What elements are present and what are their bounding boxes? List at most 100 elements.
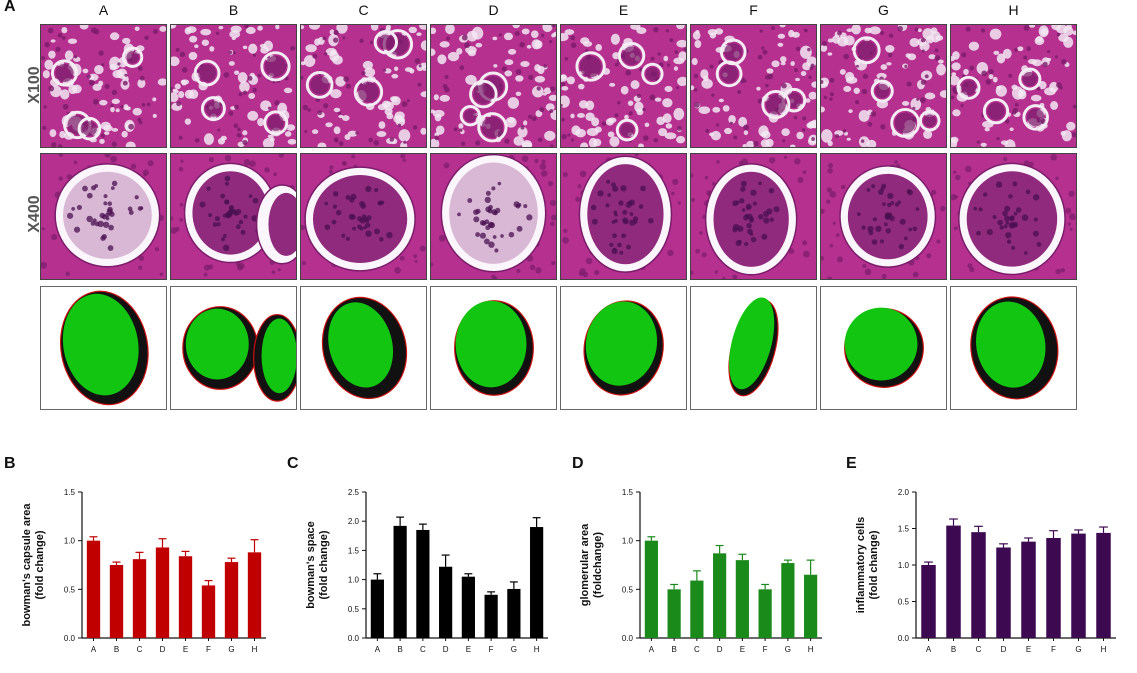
y-tick-label: 1.0 bbox=[622, 537, 634, 546]
y-tick-label: 0.0 bbox=[622, 634, 634, 643]
micrograph-x100-b bbox=[170, 24, 297, 148]
micrograph-x400-c bbox=[300, 153, 427, 280]
x-tick-label: E bbox=[183, 645, 188, 654]
column-letter-b: B bbox=[228, 2, 239, 18]
x-tick-label: A bbox=[375, 645, 381, 654]
x-tick-label: D bbox=[443, 645, 449, 654]
error-bar-b bbox=[949, 518, 958, 526]
micrograph-x100-g bbox=[820, 24, 947, 148]
micrograph-x100-d bbox=[430, 24, 557, 148]
micrograph-x100-f bbox=[690, 24, 817, 148]
x-tick-label: E bbox=[740, 645, 745, 654]
bar-f bbox=[1046, 537, 1061, 638]
x-tick-label: F bbox=[206, 645, 211, 654]
micrograph-x100-a bbox=[40, 24, 167, 148]
x-tick-label: H bbox=[534, 645, 540, 654]
y-tick-label: 0.5 bbox=[348, 605, 360, 614]
y-axis-label: bowman's space(fold change) bbox=[305, 521, 330, 609]
bar-chart-c: 0.0 0.5 1.0 1.5 2.0 2.5 bowman's space(fold ch… bbox=[284, 478, 554, 668]
bar-f bbox=[758, 589, 772, 638]
bar-g bbox=[224, 562, 239, 638]
bar-d bbox=[996, 547, 1011, 638]
x-tick-label: G bbox=[511, 645, 517, 654]
panel-label-b: B bbox=[4, 455, 16, 472]
segmentation-mask-c bbox=[300, 286, 427, 410]
error-bar-f bbox=[487, 591, 496, 595]
segmentation-mask-d bbox=[430, 286, 557, 410]
x-tick-label: G bbox=[1075, 645, 1081, 654]
y-tick-label: 0.5 bbox=[898, 598, 910, 607]
x-tick-label: E bbox=[466, 645, 471, 654]
bar-a bbox=[644, 540, 658, 638]
x-tick-label: B bbox=[397, 645, 402, 654]
bar-b bbox=[109, 565, 124, 638]
bar-c bbox=[690, 580, 704, 638]
panel-label-e: E bbox=[846, 455, 857, 472]
y-tick-label: 1.5 bbox=[64, 488, 76, 497]
bar-e bbox=[461, 576, 475, 638]
error-bar-g bbox=[783, 559, 792, 564]
bar-c bbox=[132, 559, 147, 638]
error-bar-h bbox=[532, 517, 541, 528]
panel-label-d: D bbox=[572, 455, 584, 472]
x-tick-label: H bbox=[252, 645, 258, 654]
segmentation-mask-f bbox=[690, 286, 817, 410]
micrograph-x400-g bbox=[820, 153, 947, 280]
y-tick-label: 1.5 bbox=[898, 525, 910, 534]
error-bar-b bbox=[112, 561, 121, 565]
y-axis-label: bowman's capsule area(fold change) bbox=[21, 503, 46, 627]
bar-d bbox=[439, 566, 453, 638]
x-tick-label: B bbox=[671, 645, 676, 654]
error-bar-f bbox=[761, 583, 770, 590]
column-letter-c: C bbox=[358, 2, 369, 18]
micrograph-x100-c bbox=[300, 24, 427, 148]
x-tick-label: C bbox=[137, 645, 143, 654]
y-axis-label: glomerular area(foldchange) bbox=[579, 523, 604, 606]
error-bar-g bbox=[509, 581, 518, 589]
y-tick-label: 2.0 bbox=[898, 488, 910, 497]
error-bar-c bbox=[974, 525, 983, 533]
x-tick-label: A bbox=[91, 645, 97, 654]
x-tick-label: F bbox=[763, 645, 768, 654]
error-bar-b bbox=[670, 583, 679, 590]
y-tick-label: 0.0 bbox=[348, 634, 360, 643]
error-bar-b bbox=[396, 516, 405, 526]
micrograph-x400-a bbox=[40, 153, 167, 280]
x-tick-label: D bbox=[717, 645, 723, 654]
x-tick-label: F bbox=[489, 645, 494, 654]
error-bar-e bbox=[464, 573, 473, 577]
micrograph-x400-d bbox=[430, 153, 557, 280]
bar-d bbox=[155, 547, 170, 638]
bar-g bbox=[1071, 533, 1086, 638]
x-tick-label: H bbox=[808, 645, 814, 654]
bar-e bbox=[178, 556, 193, 638]
bar-f bbox=[484, 594, 498, 638]
micrograph-x400-e bbox=[560, 153, 687, 280]
bar-d bbox=[713, 553, 727, 638]
error-bar-e bbox=[181, 550, 190, 557]
micrograph-x400-h bbox=[950, 153, 1077, 280]
bar-e bbox=[1021, 541, 1036, 638]
bar-a bbox=[921, 565, 936, 638]
bar-b bbox=[393, 525, 407, 638]
bar-chart-d: 0.0 0.5 1.0 1.5 glomerular area(foldchange) A… bbox=[568, 478, 830, 668]
error-bar-f bbox=[204, 579, 213, 586]
bar-h bbox=[804, 574, 818, 638]
error-bar-c bbox=[418, 523, 427, 530]
y-tick-label: 1.5 bbox=[348, 546, 360, 555]
segmentation-mask-b bbox=[170, 286, 297, 410]
bar-h bbox=[247, 552, 262, 638]
error-bar-d bbox=[158, 538, 167, 548]
bar-c bbox=[416, 529, 430, 638]
bar-e bbox=[735, 560, 749, 638]
y-tick-label: 2.5 bbox=[348, 488, 360, 497]
bar-f bbox=[201, 585, 216, 638]
bar-g bbox=[781, 563, 795, 638]
error-bar-f bbox=[1049, 530, 1058, 538]
y-tick-label: 1.5 bbox=[622, 488, 634, 497]
segmentation-mask-g bbox=[820, 286, 947, 410]
y-tick-label: 0.0 bbox=[898, 634, 910, 643]
bar-h bbox=[1096, 532, 1111, 638]
segmentation-mask-a bbox=[40, 286, 167, 410]
column-letter-a: A bbox=[98, 2, 109, 18]
